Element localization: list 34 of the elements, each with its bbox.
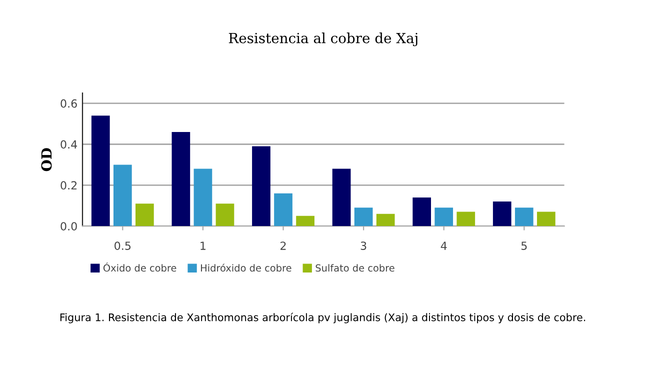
- bar: [216, 204, 234, 226]
- x-tick-label: 1: [200, 242, 206, 250]
- y-tick-label: 0.6: [60, 99, 77, 108]
- y-tick-label: 0.0: [60, 222, 77, 230]
- x-tick-label: 3: [360, 242, 366, 250]
- bar: [456, 212, 476, 226]
- bar: [194, 168, 212, 226]
- x-tick-label: 4: [440, 242, 447, 250]
- legend-label: Hidróxido de cobre: [200, 264, 292, 272]
- legend-label: Sulfato de cobre: [316, 264, 394, 272]
- bar: [332, 168, 351, 226]
- bar: [296, 216, 314, 226]
- legend-label: Óxido de cobre: [103, 262, 176, 272]
- bar: [434, 208, 454, 226]
- bar: [412, 197, 431, 226]
- y-axis-title: OD: [41, 148, 52, 172]
- y-tick-label: 0.2: [60, 181, 77, 190]
- bar: [274, 193, 292, 226]
- x-tick-label: 2: [280, 242, 286, 250]
- text: Figura 1. Resistencia de Xanthomonas arborícola pv juglandis (Xaj) a distintos tipos y dosis de cobre.: [60, 312, 586, 324]
- bar: [537, 212, 556, 226]
- chart-title: Resistencia al cobre de Xaj: [228, 32, 418, 46]
- x-tick-label: 0.5: [114, 242, 131, 250]
- bar: [136, 204, 154, 226]
- bar: [91, 116, 110, 226]
- y-tick-label: 0.4: [60, 140, 78, 149]
- bar: [492, 202, 512, 226]
- bar: [376, 214, 395, 226]
- bar: [113, 164, 132, 226]
- bar: [354, 208, 373, 226]
- bar: [172, 132, 190, 226]
- bar: [514, 208, 534, 226]
- x-tick-label: 5: [521, 242, 527, 250]
- bar: [252, 146, 270, 226]
